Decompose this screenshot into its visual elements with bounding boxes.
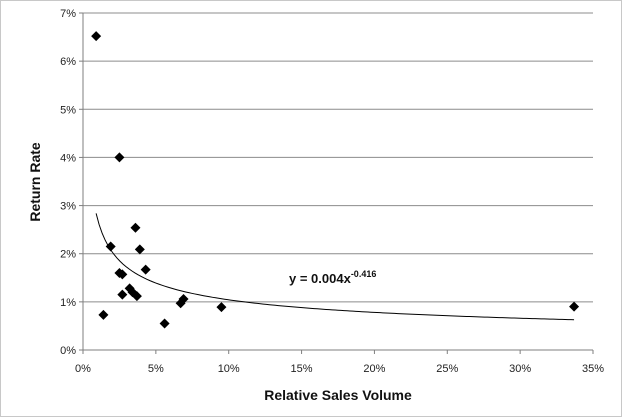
axes <box>79 12 594 354</box>
y-tick-label: 3% <box>60 201 76 213</box>
data-point <box>159 318 170 329</box>
data-point <box>117 289 128 300</box>
y-tick-label: 2% <box>60 249 76 261</box>
data-point <box>114 152 125 163</box>
equation-base: y = 0.004x <box>289 271 352 286</box>
y-tick-label: 7% <box>60 8 76 20</box>
data-point <box>117 269 128 280</box>
x-tick-label: 30% <box>509 363 531 375</box>
x-tick-label: 20% <box>363 363 385 375</box>
y-tick-label: 6% <box>60 56 76 68</box>
y-tick-label: 0% <box>60 345 76 357</box>
data-point <box>91 31 102 42</box>
gridlines <box>83 12 593 303</box>
data-point <box>130 222 141 233</box>
y-axis-title: Return Rate <box>27 142 43 222</box>
tick-labels: 0% 1% 2% 3% 4% 5% 6% 7% 0% 5% 10% 15% 20% 25% 30% 35% <box>60 8 604 375</box>
power-trendline <box>95 213 575 321</box>
x-tick-label: 35% <box>582 363 604 375</box>
data-point <box>98 309 109 320</box>
x-tick-label: 10% <box>218 363 240 375</box>
trendline-equation: y = 0.004x-0.416 <box>289 269 376 286</box>
x-tick-label: 15% <box>291 363 313 375</box>
y-tick-label: 4% <box>60 152 76 164</box>
y-tick-label: 5% <box>60 104 76 116</box>
equation-exponent: -0.416 <box>351 269 377 279</box>
y-tick-label: 1% <box>60 297 76 309</box>
data-point <box>140 264 151 275</box>
x-tick-label: 5% <box>148 363 164 375</box>
data-points <box>91 31 580 329</box>
data-point <box>178 293 189 304</box>
data-point <box>134 244 145 255</box>
data-point <box>216 302 227 313</box>
x-axis-title: Relative Sales Volume <box>264 387 412 403</box>
x-tick-label: 0% <box>75 363 91 375</box>
data-point <box>569 301 580 312</box>
data-point <box>105 241 116 252</box>
x-tick-label: 25% <box>436 363 458 375</box>
data-point <box>131 291 142 302</box>
